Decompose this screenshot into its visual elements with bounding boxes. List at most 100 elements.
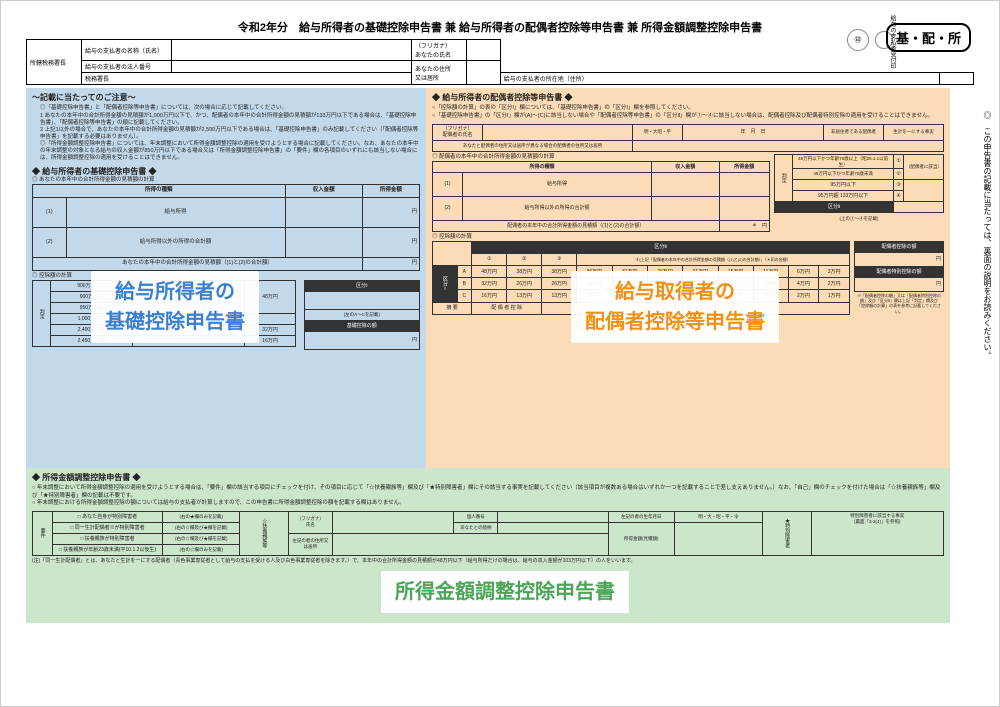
or2-t: 給与所得以外の所得の合計額 [463, 196, 652, 220]
os0v[interactable]: 円 [855, 252, 944, 266]
gA2: 38万円 [507, 266, 542, 278]
on1: ○「控除額の計算」の表の「区分Ⅰ」欄については、「基礎控除申告書」の「区分Ⅰ」欄… [432, 105, 944, 112]
gC11: 1万円 [819, 290, 850, 302]
oj-sp2 [903, 180, 943, 202]
green-head: ◆ 所得金額調整控除申告書 ◆ [32, 473, 944, 483]
sp-dob[interactable]: 年 月 日 [683, 124, 824, 140]
req-n0: (右の★欄のみを記載) [163, 511, 240, 522]
sp-liv: 生計を一にする事実 [884, 124, 944, 140]
req-r3[interactable]: □ 扶養親族が年齢23歳未満(平10.1.2以後生) [52, 544, 162, 555]
blue-sum-val[interactable]: 円 [362, 258, 419, 271]
notice-1: ◎「基礎控除申告書」と「配偶者控除等申告書」については、次の場合に応じて記載して… [40, 105, 420, 112]
judge-label: 判定 [33, 281, 51, 347]
or1-n: (1) [433, 172, 463, 196]
gC2: 13万円 [507, 290, 542, 302]
kubun1-val[interactable] [304, 292, 419, 310]
overlay-blue: 給与所得者の基礎控除申告書 [91, 271, 259, 343]
or1-r[interactable] [651, 172, 719, 196]
payer-addr-field[interactable] [940, 73, 974, 85]
oj-r1: 48万円以下かつ年齢70歳未満 [793, 169, 894, 180]
your-name-field[interactable] [467, 40, 501, 61]
os-note: ※「配偶者控除の額」又は「配偶者特別控除の額」及び「区分Ⅱ」欄は上記「判定」欄及… [855, 291, 944, 314]
og-rC: C [457, 290, 472, 302]
req-r0[interactable]: □ あなた自身が特別障害者 [52, 511, 162, 522]
fam-addr-l: 左記の者の住所又は居所 [288, 533, 332, 555]
gA1: 48万円 [472, 266, 507, 278]
fam-ind: 個人番号 [454, 511, 498, 522]
your-addr-field[interactable] [467, 61, 501, 85]
orange-income-table: 所得の種類収入金額所得金額 (1)給与所得 (2)給与所得以外の所得の合計額 配… [432, 161, 770, 232]
og-f0: 摘 要 [433, 302, 472, 314]
kubun2-n: (上の①～④を記載) [775, 213, 944, 224]
osum-v[interactable]: ＊ 円 [719, 220, 769, 231]
req-r1[interactable]: □ 同一生計配偶者※が特別障害者 [52, 522, 162, 533]
gC1: 16万円 [472, 290, 507, 302]
tax-office-head: 所轄税務署長 [27, 40, 82, 85]
basic-ded-val[interactable]: 円 [304, 332, 419, 350]
payer-corp-no-field[interactable] [172, 61, 412, 73]
th-rev: 収入金額 [285, 185, 362, 198]
fam-rel-v[interactable] [498, 522, 608, 533]
fam-nv[interactable] [332, 511, 453, 533]
sp-era: 明・大昭・平 [633, 124, 683, 140]
kubun2: 区分Ⅱ [775, 202, 894, 213]
og-c4: ④(上記「配偶者の本年中の合計所得金額の見積額（(1)と(2)の合計額）」（＊印… [577, 254, 850, 266]
orange-head: ◆ 給与所得者の配偶者控除等申告書 ◆ [432, 93, 944, 103]
blue-t1: ◎ あなたの本年中の合計所得金額の見積額の計算 [32, 177, 420, 184]
notice-list: ◎「基礎控除申告書」と「配偶者控除等申告書」については、次の場合に応じて記載して… [32, 105, 420, 162]
og-c3: ③ [542, 254, 577, 266]
oj-r2: 95万円以下 [793, 180, 894, 191]
oj-r2n: ③ [894, 180, 903, 191]
oj-r0: 48万円以下かつ年齢70歳以上（昭26.1.1以前生） [793, 154, 894, 169]
tax-office-label: 税務署長 [82, 73, 172, 85]
gC10: 2万円 [788, 290, 819, 302]
on2: ○「基礎控除申告書」の「区分Ⅰ」欄が(A)～(C)に該当しない場合や「配偶者控除… [432, 113, 944, 120]
payer-name-field[interactable] [172, 40, 412, 61]
or1-i[interactable] [719, 172, 769, 196]
or2-i[interactable] [719, 196, 769, 220]
og-h: 区分Ⅱ [472, 241, 850, 253]
oj-r3n: ④ [894, 191, 903, 202]
fam-addr-v[interactable] [332, 533, 608, 555]
og-c1: ① [472, 254, 507, 266]
og-corner [433, 241, 472, 265]
gA11: 3万円 [819, 266, 850, 278]
th-type: 所得の種類 [33, 185, 286, 198]
r1-inc[interactable]: 円 [362, 198, 419, 228]
or1-t: 給与所得 [463, 172, 652, 196]
gB11: 2万円 [819, 278, 850, 290]
og-rA: A [457, 266, 472, 278]
og-rB: B [457, 278, 472, 290]
req-r2[interactable]: □ 扶養親族が特別障害者 [52, 533, 162, 544]
req-n2: (右の☆欄及び★欄を記載) [163, 533, 240, 544]
furigana-label: （フリガナ）あなたの氏名 [412, 40, 467, 61]
orange-t1: ◎ 配偶者の本年中の合計所得金額の見積額の計算 [432, 154, 770, 161]
og-c2: ② [507, 254, 542, 266]
fam-ind-v[interactable] [498, 511, 608, 522]
oj-r3: 95万円超 133万円以下 [793, 191, 894, 202]
r2-inc[interactable]: 円 [362, 228, 419, 258]
og-f1: 配 偶 者 控 除 [472, 302, 542, 314]
kubun2-v[interactable] [894, 202, 944, 213]
notice-head: ～記載に当たってのご注意～ [32, 93, 420, 103]
orange-judge-table: 判定 48万円以下かつ年齢70歳以上（昭26.1.1以前生）①（配偶者に該当） … [774, 154, 944, 224]
sp-body[interactable]: 特別障害者に該当する事実(裏面「3-2(4)」を参照) [811, 511, 943, 555]
gn1: ○ 年末調整において所得金額調整控除の適用を受けようとする場合は、「要件」欄の該… [32, 485, 944, 499]
r2-rev[interactable] [285, 228, 362, 258]
r1-rev[interactable] [285, 198, 362, 228]
os1v[interactable]: 円 [855, 277, 944, 291]
req-h: 要件 [33, 511, 53, 555]
sp-addr[interactable] [633, 140, 944, 151]
sp-name[interactable] [483, 124, 633, 140]
fam-sum-v[interactable] [674, 522, 762, 555]
gB1: 32万円 [472, 278, 507, 290]
fam-bl[interactable]: 明・大・昭・平・令 [674, 511, 762, 522]
green-main-table: 要件 □ あなた自身が特別障害者(右の★欄のみを記載) ☆扶養親族等 （フリガナ… [32, 511, 944, 556]
gB2: 26万円 [507, 278, 542, 290]
form-page: 令和2年分 給与所得者の基礎控除申告書 兼 給与所得者の配偶者控除等申告書 兼 … [0, 0, 1000, 707]
form-title: 令和2年分 給与所得者の基礎控除申告書 兼 給与所得者の配偶者控除等申告書 兼 … [26, 19, 974, 35]
or2-r[interactable] [651, 196, 719, 220]
oth0: 所得の種類 [433, 161, 652, 172]
os0: 配偶者控除の額 [855, 241, 944, 252]
kubun1-note: (左のA～Cを記載) [304, 310, 419, 321]
